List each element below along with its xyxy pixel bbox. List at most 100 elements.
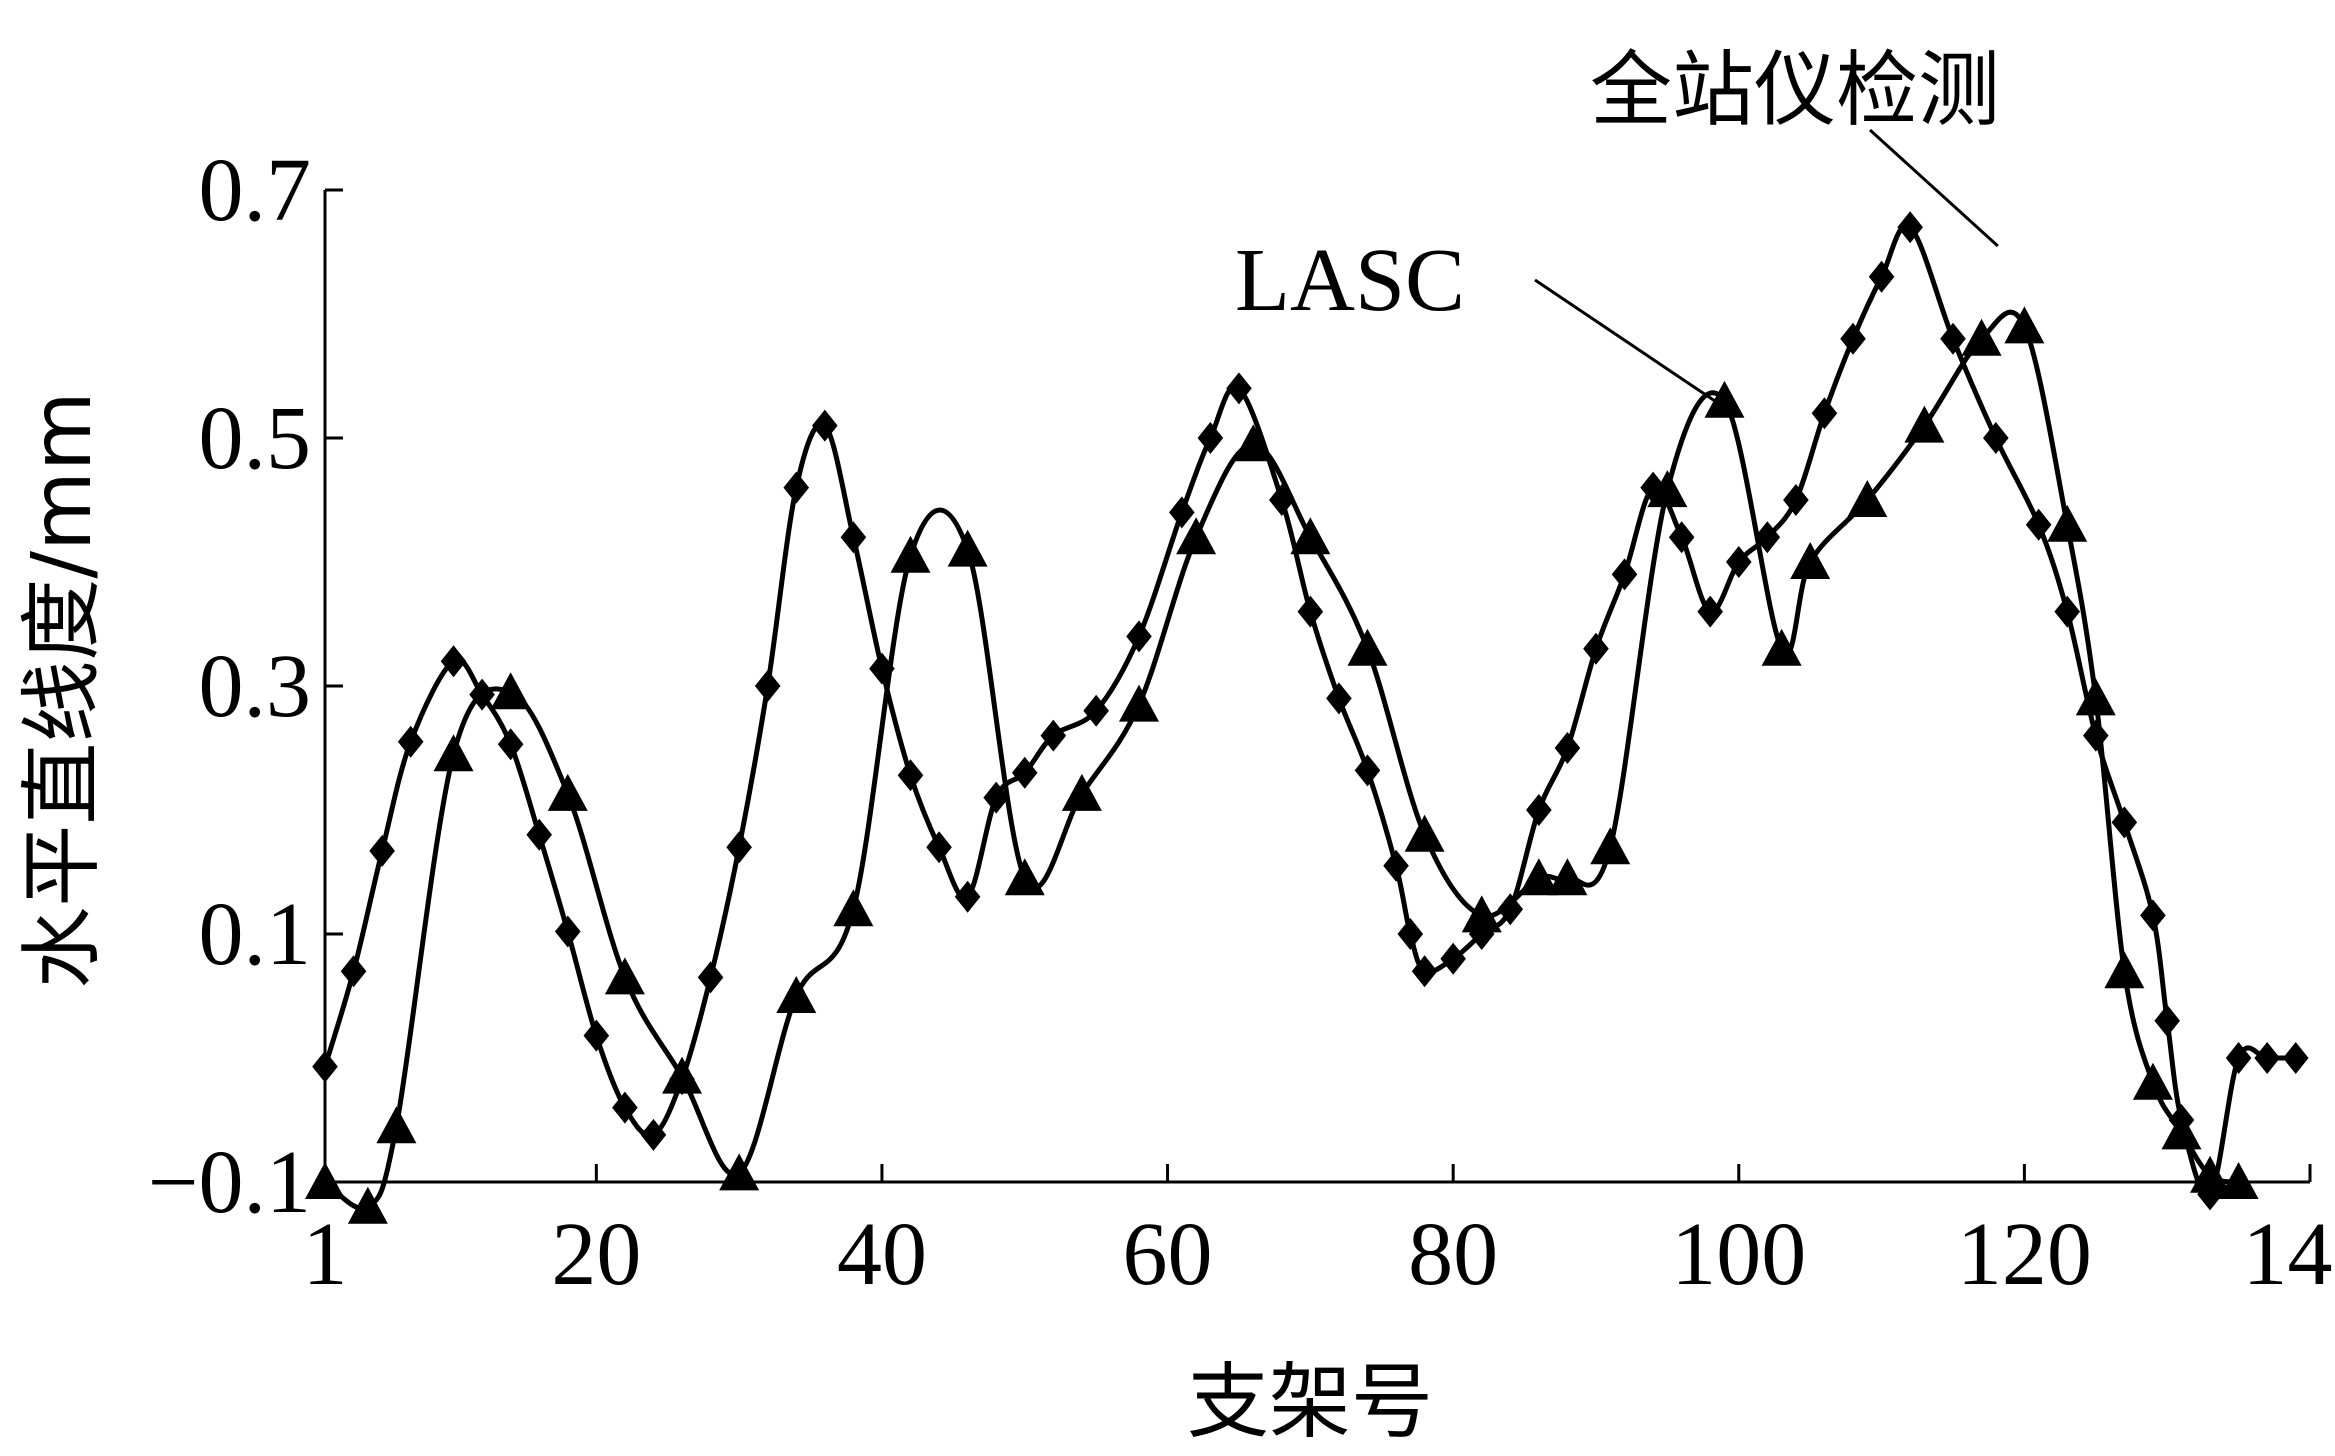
diamond-marker [440,645,467,678]
diamond-marker [1040,719,1067,752]
diamond-marker [1897,211,1923,244]
x-axis-title: 支架号 [1187,1355,1433,1450]
diamond-marker [2225,1042,2252,1074]
diamond-marker [2082,719,2109,752]
diamond-marker [2054,595,2081,628]
series-layer [305,211,2309,1224]
triangle-marker [2004,306,2045,344]
labels: 120406080100120140−0.10.10.30.50.7支架号水平直… [15,43,2335,1450]
diamond-marker [1126,620,1152,653]
y-axis-title-group: 水平直线度/mm [15,391,110,988]
x-tick-label: 60 [1123,1205,1213,1304]
diamond-marker [783,471,810,504]
triangle-marker [1547,858,1588,896]
triangle-marker [2218,1162,2259,1199]
diamond-marker [1611,558,1638,591]
triangle-marker [347,1186,388,1224]
diamond-marker [1083,694,1109,727]
diamond-marker [526,818,553,851]
diamond-marker [812,409,838,442]
triangle-marker [2132,1062,2173,1100]
diamond-marker [2140,899,2166,932]
x-tick-label: 100 [1671,1205,1806,1304]
diamond-marker [726,831,752,864]
diamond-marker [2025,508,2052,541]
diamond-marker [1497,893,1524,926]
triangle-marker [1233,424,1274,462]
diamond-marker [369,834,395,867]
diamond-marker [497,728,524,761]
triangle-marker [305,1162,345,1199]
triangle-marker [1118,684,1159,722]
diamond-marker [397,725,424,758]
diamond-marker [2154,1004,2180,1037]
triangle-marker [890,535,931,573]
triangle-marker [1461,895,1502,933]
diamond-marker [1197,422,1224,454]
triangle-marker [1704,380,1745,418]
triangle-marker [1176,517,1217,555]
triangle-marker [376,1106,417,1144]
triangle-marker [1590,827,1631,865]
diamond-marker [1526,794,1552,826]
series-line-total-station [322,223,2296,1199]
diamond-marker [1783,484,1809,516]
triangle-marker [1961,318,2002,356]
triangle-marker [1761,628,1802,666]
diamond-marker [2111,806,2138,839]
annotation-leader-total-station [1868,128,1999,248]
axes [323,188,2312,1184]
diamond-marker [340,955,367,988]
triangle-marker [490,672,531,710]
diamond-marker [2282,1042,2309,1074]
triangle-marker [1061,773,1102,811]
diamond-marker [554,915,581,948]
triangle-marker [2190,1155,2231,1193]
diamond-marker [1169,496,1195,529]
diamond-marker [1697,595,1724,628]
annotation-lasc: LASC [1235,231,1465,330]
triangle-marker [833,889,874,927]
triangle-marker [604,957,645,995]
diamond-marker [1383,849,1409,882]
x-tick-label: 1 [303,1205,348,1304]
diamond-marker [1940,322,1966,355]
x-tick-label: 140 [2243,1205,2335,1304]
diamond-marker [1226,372,1252,405]
diamond-marker [1725,546,1752,578]
y-tick-label: −0.1 [148,1133,311,1232]
y-axis-title: 水平直线度/mm [15,391,110,988]
triangle-marker [1647,470,1688,508]
diamond-marker [754,670,781,702]
diamond-marker [1011,756,1038,789]
diamond-marker [640,1118,667,1151]
diamond-marker [926,831,952,864]
triangle-marker [719,1153,760,1191]
diamond-marker [2254,1042,2280,1074]
triangle-marker [1790,542,1831,579]
triangle-marker [947,529,988,567]
triangle-marker [433,734,474,772]
diamond-marker [1583,632,1609,665]
y-tick-label: 0.3 [199,637,312,736]
y-tick-label: 0.1 [199,885,312,984]
x-tick-label: 20 [551,1205,641,1304]
diamond-marker [697,961,724,994]
diamond-marker [583,1019,610,1052]
diamond-marker [983,781,1009,814]
diamond-marker [1668,521,1695,554]
triangle-marker [547,773,588,811]
triangle-marker [776,976,817,1013]
diamond-marker [612,1091,638,1124]
triangle-marker [1347,628,1388,666]
triangle-marker [2104,951,2145,989]
diamond-marker [954,880,981,913]
diamond-marker [1354,754,1381,787]
x-tick-label: 80 [1408,1205,1498,1304]
diamond-marker [1983,422,2009,454]
triangle-marker [1290,517,1331,555]
diamond-marker [1297,595,1324,628]
diamond-marker [312,1050,338,1083]
diamond-marker [1868,260,1895,293]
